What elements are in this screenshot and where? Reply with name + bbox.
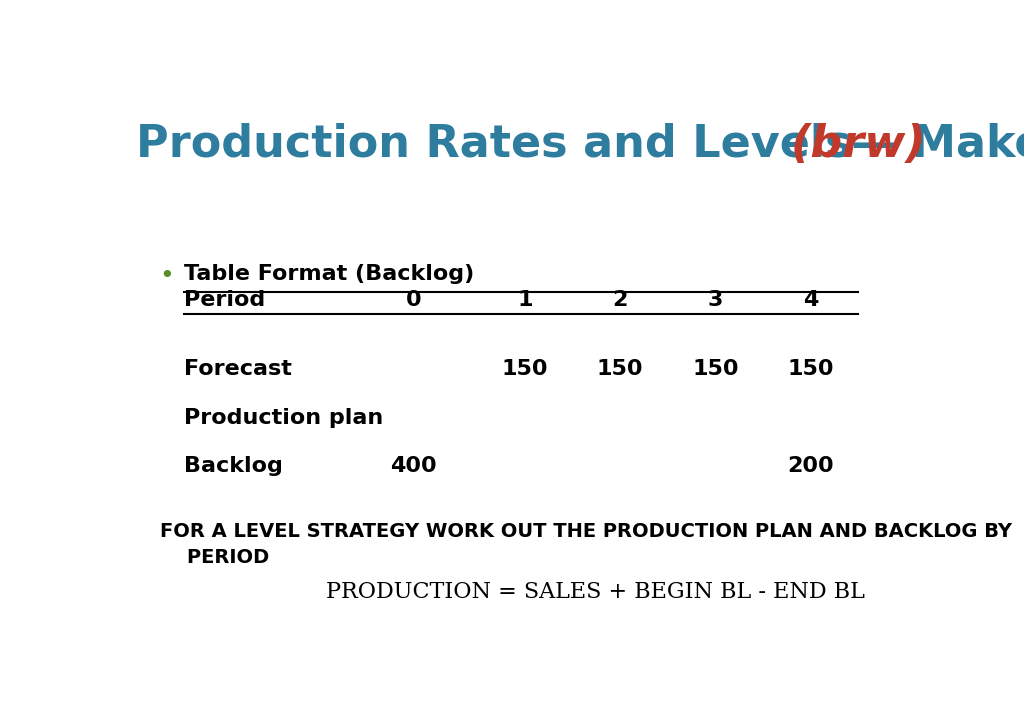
- Text: (brw): (brw): [791, 123, 927, 166]
- Text: Table Format (Backlog): Table Format (Backlog): [183, 264, 474, 283]
- Text: Production Rates and Levels— Make-to-Order: Production Rates and Levels— Make-to-Ord…: [136, 123, 1024, 166]
- Text: 400: 400: [390, 456, 437, 477]
- Text: 1: 1: [517, 290, 532, 310]
- Text: 200: 200: [787, 456, 834, 477]
- Text: •: •: [160, 264, 174, 288]
- Text: PRODUCTION = SALES + BEGIN BL - END BL: PRODUCTION = SALES + BEGIN BL - END BL: [327, 582, 865, 603]
- Text: 150: 150: [692, 359, 738, 379]
- Text: 4: 4: [803, 290, 818, 310]
- Text: Backlog: Backlog: [183, 456, 283, 477]
- Text: FOR A LEVEL STRATEGY WORK OUT THE PRODUCTION PLAN AND BACKLOG BY
    PERIOD: FOR A LEVEL STRATEGY WORK OUT THE PRODUC…: [160, 522, 1012, 567]
- Text: 0: 0: [406, 290, 422, 310]
- Text: 3: 3: [708, 290, 723, 310]
- Text: Forecast: Forecast: [183, 359, 292, 379]
- Text: Period: Period: [183, 290, 265, 310]
- Text: Production plan: Production plan: [183, 407, 383, 428]
- Text: 150: 150: [597, 359, 643, 379]
- Text: 2: 2: [612, 290, 628, 310]
- Text: 150: 150: [787, 359, 834, 379]
- Text: 150: 150: [502, 359, 548, 379]
